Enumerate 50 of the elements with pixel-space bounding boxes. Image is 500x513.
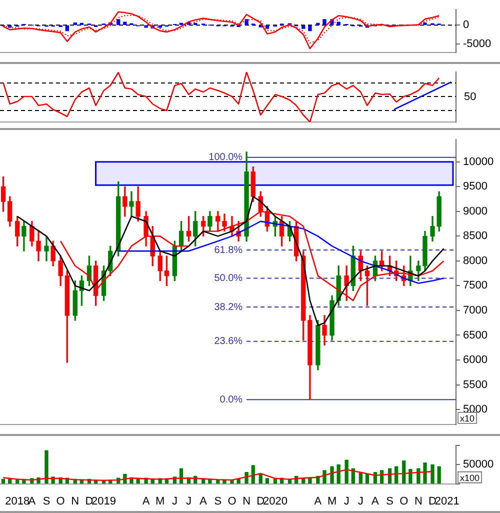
x-tick-label: A <box>200 495 208 508</box>
y-tick-label: 0 <box>463 19 470 32</box>
x-tick-label: N <box>414 495 422 508</box>
x-tick-label: D <box>85 495 94 508</box>
y-tick-label: 10000 <box>463 156 494 168</box>
x-tick-label: J <box>358 495 364 508</box>
x-tick-label: J <box>172 495 178 508</box>
x-tick-label: A <box>142 495 150 508</box>
x-tick-label: 2019 <box>92 495 116 508</box>
annotation: 100.0% <box>208 152 243 164</box>
x-tick-label: A <box>314 495 322 508</box>
y-tick-label: 7500 <box>463 280 488 292</box>
text: x10 <box>460 413 475 424</box>
y-tick-label: 9000 <box>463 205 488 218</box>
x-tick-label: M <box>156 495 165 508</box>
x-tick-label: 2021 <box>434 495 460 508</box>
x-tick-label: O <box>400 495 409 508</box>
x-tick-label: 2018 <box>5 495 30 508</box>
x-tick-label: S <box>386 495 394 508</box>
x-tick-label: N <box>71 495 80 508</box>
annotation: 50.0% <box>214 273 243 284</box>
y-tick-label: -5000 <box>463 38 492 50</box>
x-tick-label: J <box>186 495 192 508</box>
y-tick-label: 5000 <box>463 404 488 416</box>
y-tick-label: 9500 <box>463 180 488 193</box>
x-tick-label: S <box>42 495 50 508</box>
y-tick-label: 8000 <box>463 254 488 267</box>
x-tick-label: M <box>327 495 337 508</box>
x-tick-label: O <box>228 495 237 508</box>
y-tick-label: 5500 <box>463 378 488 391</box>
annotation: 61.8% <box>214 244 243 256</box>
y-tick-label: 50000 <box>463 458 494 471</box>
x-tick-label: D <box>428 495 437 508</box>
x-tick-label: 2020 <box>262 495 288 508</box>
y-tick-label: 6500 <box>463 329 488 342</box>
annotation: 23.6% <box>214 336 243 348</box>
x-tick-label: J <box>344 495 350 508</box>
annotation: 0.0% <box>220 394 243 406</box>
y-tick-label: 6000 <box>463 354 488 366</box>
x-tick-label: S <box>214 495 222 508</box>
text: 50 <box>464 91 476 104</box>
annotation: 38.2% <box>214 302 243 313</box>
x-tick-label: N <box>242 495 251 508</box>
x-tick-label: D <box>256 495 265 508</box>
x-tick-label: O <box>56 495 66 508</box>
x-tick-label: A <box>372 495 380 508</box>
text: x100 <box>460 472 480 483</box>
x-tick-label: A <box>28 495 36 508</box>
y-tick-label: 7000 <box>463 304 488 317</box>
y-tick-label: 8500 <box>463 230 488 242</box>
